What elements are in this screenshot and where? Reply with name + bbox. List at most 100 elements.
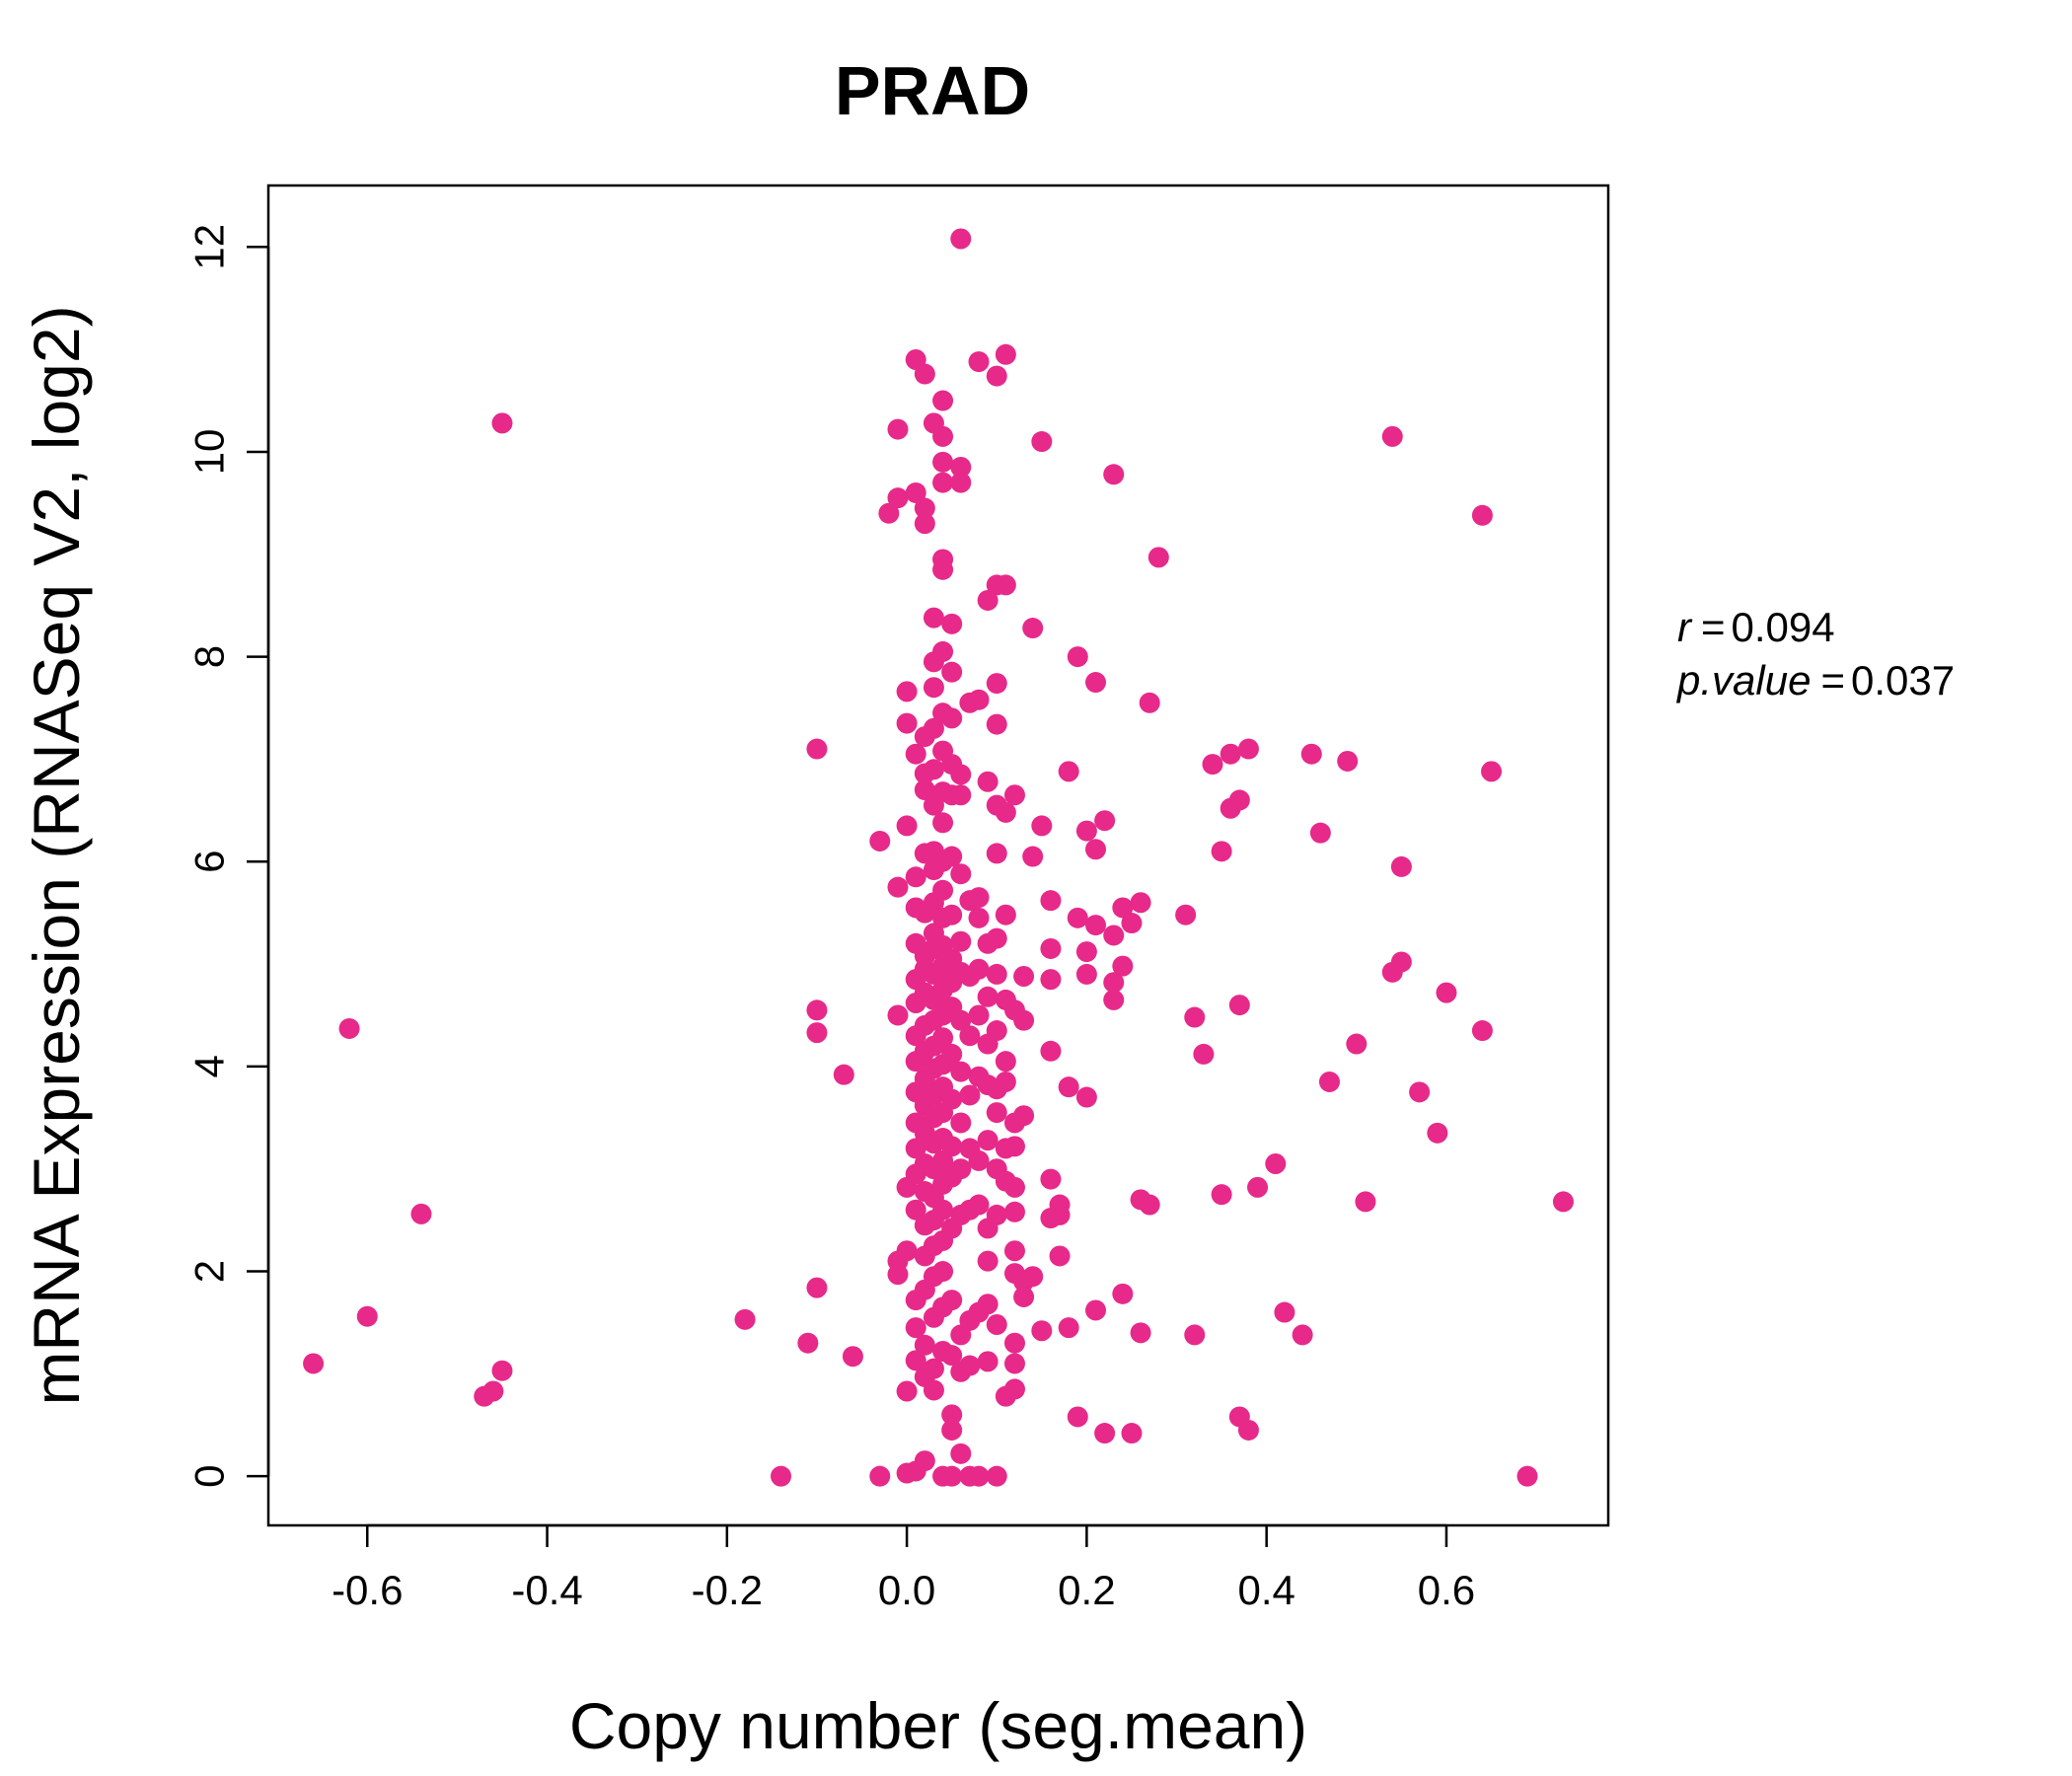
data-point <box>1084 1299 1106 1321</box>
y-axis: 0 2 4 6 8 10 12 <box>186 224 270 1488</box>
data-point <box>771 1465 792 1487</box>
data-point <box>932 472 954 493</box>
data-point <box>1103 989 1125 1010</box>
data-point <box>977 986 999 1007</box>
data-point <box>842 1346 863 1368</box>
data-point <box>1040 937 1062 959</box>
data-point <box>1058 761 1079 782</box>
stat-r: r = 0.094 <box>1677 604 1835 650</box>
data-point <box>410 1203 432 1224</box>
data-point <box>950 228 972 250</box>
data-point <box>1481 761 1503 782</box>
x-tick-label: -0.4 <box>511 1567 582 1613</box>
data-point <box>1139 692 1160 713</box>
data-point <box>1067 1406 1088 1428</box>
y-tick-label: 6 <box>186 851 233 873</box>
data-point <box>1094 810 1116 832</box>
data-point <box>1075 963 1097 985</box>
data-point <box>1084 915 1106 936</box>
data-point <box>1003 1201 1025 1222</box>
data-point <box>941 1404 963 1426</box>
data-point <box>1040 1040 1062 1062</box>
data-point <box>1003 1136 1025 1157</box>
data-point <box>1112 1283 1134 1304</box>
data-point <box>1049 1245 1071 1267</box>
data-point <box>1471 504 1493 526</box>
data-point <box>806 999 828 1021</box>
data-point <box>941 1043 963 1065</box>
data-point <box>1228 995 1250 1016</box>
y-tick-label: 12 <box>186 224 233 270</box>
data-point <box>941 846 963 867</box>
data-point <box>932 1261 954 1283</box>
x-tick-label: -0.6 <box>332 1567 403 1613</box>
data-point <box>1003 1378 1025 1400</box>
data-point <box>1103 972 1125 994</box>
data-point <box>995 343 1016 365</box>
data-point <box>977 1250 999 1272</box>
data-point <box>914 497 935 519</box>
data-point <box>977 1130 999 1151</box>
data-point <box>905 866 926 888</box>
data-point <box>1517 1465 1538 1487</box>
data-point <box>986 365 1007 387</box>
data-point <box>1237 738 1259 760</box>
data-point <box>1237 1419 1259 1441</box>
data-point <box>1084 839 1106 860</box>
data-point <box>914 779 935 801</box>
stat-r-value: 0.094 <box>1732 604 1835 650</box>
data-point <box>303 1353 325 1374</box>
data-point <box>977 1351 999 1372</box>
x-tick-label: 0.6 <box>1418 1567 1475 1613</box>
data-point <box>896 1240 918 1262</box>
data-point <box>986 1020 1007 1042</box>
y-tick-label: 4 <box>186 1055 233 1077</box>
data-point <box>986 673 1007 695</box>
y-tick-label: 2 <box>186 1260 233 1283</box>
data-point <box>1112 897 1134 919</box>
data-point <box>1058 1317 1079 1339</box>
data-point <box>932 640 954 662</box>
stat-p-value: 0.037 <box>1851 657 1955 703</box>
data-point <box>1318 1071 1340 1092</box>
data-point <box>950 930 972 952</box>
data-point <box>959 1355 981 1376</box>
data-point <box>923 1358 944 1379</box>
data-point <box>950 1443 972 1464</box>
data-point <box>923 717 944 739</box>
data-point <box>1247 1176 1269 1198</box>
x-axis: -0.6 -0.4 -0.2 0.0 0.2 0.4 0.6 <box>332 1523 1475 1613</box>
data-point <box>1471 1020 1493 1042</box>
data-point <box>491 412 513 434</box>
data-point <box>941 904 963 925</box>
data-point <box>905 1138 926 1159</box>
data-point <box>914 513 935 535</box>
data-point <box>1075 820 1097 842</box>
y-tick-label: 10 <box>186 429 233 476</box>
data-point <box>950 1061 972 1082</box>
data-point <box>1112 955 1134 977</box>
data-point <box>986 713 1007 735</box>
data-point <box>1094 1423 1116 1444</box>
data-point <box>914 1450 935 1472</box>
data-point <box>977 1294 999 1315</box>
data-point <box>995 1051 1016 1073</box>
data-point <box>1103 464 1125 485</box>
data-point <box>977 771 999 792</box>
data-point <box>905 1350 926 1371</box>
data-point <box>1075 941 1097 963</box>
data-point <box>1067 907 1088 928</box>
data-point <box>1130 1322 1151 1344</box>
data-point <box>968 689 990 710</box>
x-tick-label: 0.2 <box>1058 1567 1115 1613</box>
data-point <box>932 879 954 901</box>
data-point <box>869 830 891 851</box>
data-point <box>1436 982 1457 1003</box>
data-point <box>338 1017 360 1039</box>
data-point <box>1003 1240 1025 1262</box>
data-point <box>905 1317 926 1339</box>
data-point <box>923 677 944 699</box>
data-point <box>968 907 990 928</box>
data-point <box>950 1009 972 1031</box>
data-point <box>797 1332 819 1354</box>
